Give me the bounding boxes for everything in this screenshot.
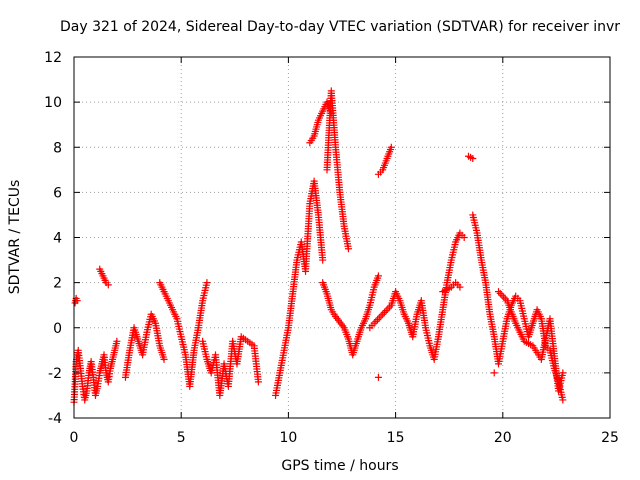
tick-labels: 0 5 10 15 20 25 -4 -2 0 2 4 6 8 10 12 bbox=[44, 50, 619, 446]
data-point bbox=[559, 396, 567, 404]
data-points bbox=[70, 87, 567, 406]
y-tick-label: -4 bbox=[48, 411, 62, 427]
data-point bbox=[384, 305, 392, 313]
x-tick-label: 20 bbox=[494, 430, 512, 446]
data-point bbox=[104, 281, 112, 289]
series-sdtvar-midday bbox=[272, 87, 395, 399]
y-tick-label: 10 bbox=[44, 95, 62, 111]
data-point bbox=[203, 279, 211, 287]
data-point bbox=[495, 288, 503, 296]
data-point bbox=[254, 378, 262, 386]
x-axis-label: GPS time / hours bbox=[281, 458, 398, 474]
y-tick-label: 6 bbox=[53, 185, 62, 201]
y-tick-label: 0 bbox=[53, 321, 62, 337]
plot-frame bbox=[73, 56, 611, 419]
data-point bbox=[490, 369, 498, 377]
data-point bbox=[382, 307, 390, 315]
data-point bbox=[374, 316, 382, 324]
y-tick-label: -2 bbox=[48, 366, 62, 382]
x-tick-label: 0 bbox=[70, 430, 79, 446]
data-point bbox=[344, 245, 352, 253]
data-point bbox=[469, 155, 477, 163]
data-point bbox=[160, 355, 168, 363]
data-point bbox=[377, 312, 385, 320]
series-sdtvar-afternoon bbox=[366, 152, 477, 363]
series-sdtvar-early bbox=[70, 265, 121, 406]
data-point bbox=[456, 283, 464, 291]
chart-title: Day 321 of 2024, Sidereal Day-to-day VTE… bbox=[60, 19, 620, 35]
data-point bbox=[319, 256, 327, 264]
y-tick-label: 2 bbox=[53, 276, 62, 292]
grid bbox=[74, 57, 610, 418]
data-point bbox=[559, 369, 567, 377]
data-point bbox=[375, 314, 383, 322]
data-point bbox=[496, 289, 504, 297]
x-tick-label: 10 bbox=[279, 430, 297, 446]
x-tick-label: 25 bbox=[601, 430, 619, 446]
x-tick-label: 15 bbox=[387, 430, 405, 446]
data-point bbox=[379, 310, 387, 318]
y-tick-label: 8 bbox=[53, 140, 62, 156]
data-point bbox=[73, 297, 81, 305]
data-point bbox=[500, 293, 508, 301]
data-point bbox=[372, 317, 380, 325]
data-point bbox=[327, 109, 335, 117]
x-tick-label: 5 bbox=[177, 430, 186, 446]
y-axis-label: SDTVAR / TECUs bbox=[7, 180, 23, 295]
data-point bbox=[387, 143, 395, 151]
data-point bbox=[374, 272, 382, 280]
data-point bbox=[498, 291, 506, 299]
data-point bbox=[460, 234, 468, 241]
series-sdtvar-morning bbox=[121, 279, 262, 399]
data-point bbox=[113, 337, 121, 345]
y-tick-label: 12 bbox=[44, 50, 62, 66]
data-point bbox=[374, 373, 382, 381]
series-sdtvar-evening bbox=[469, 211, 567, 404]
data-point bbox=[380, 308, 388, 316]
y-tick-label: 4 bbox=[53, 231, 62, 247]
